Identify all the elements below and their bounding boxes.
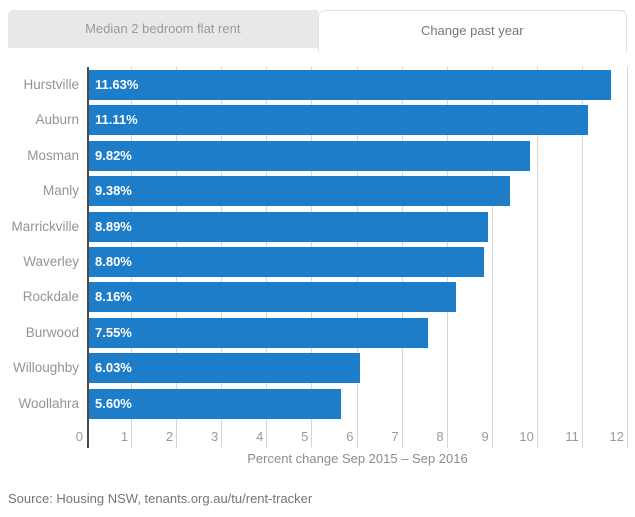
bar-value-label: 8.89%	[95, 218, 132, 234]
tab-bar: Median 2 bedroom flat rent Change past y…	[8, 10, 627, 55]
bar-row: 11.11%	[89, 105, 628, 140]
bar-row: 6.03%	[89, 353, 628, 388]
x-axis: 0 1 2 3 4 5 6 7 8 9 10 11 12	[76, 429, 628, 447]
bar: 8.80%	[89, 246, 485, 277]
bar-value-label: 8.80%	[95, 253, 132, 269]
x-tick-label: 2	[165, 429, 174, 444]
gridline	[491, 67, 493, 448]
bar: 7.55%	[89, 317, 429, 348]
category-label: Mosman	[27, 147, 79, 163]
category-label: Woollahra	[18, 395, 79, 411]
x-tick-label: 7	[391, 429, 399, 444]
gridline	[536, 67, 538, 448]
bar-value-label: 8.16%	[95, 289, 132, 305]
category-labels: Hurstville Auburn Mosman Manly Marrickville W…	[0, 70, 80, 424]
bar: 8.16%	[89, 282, 456, 313]
x-tick-label: 4	[256, 429, 264, 444]
tab-change-past-year[interactable]: Change past year	[317, 10, 627, 54]
bar-rows: 11.63% 11.11% 9.82% 9.38% 8.89% 8.80% 8.16% 7.5…	[89, 70, 628, 424]
bar-row: 8.89%	[89, 211, 628, 247]
bar-value-label: 11.11%	[95, 112, 138, 128]
bar-value-label: 9.82%	[95, 147, 132, 163]
bar-value-label: 6.03%	[95, 360, 132, 376]
x-tick-label: 6	[346, 429, 354, 444]
bar-row: 9.38%	[89, 176, 628, 211]
bar-row: 7.55%	[89, 317, 628, 353]
x-tick-label: 3	[211, 429, 219, 444]
x-tick-label: 12	[609, 429, 624, 444]
bar-row: 8.16%	[89, 282, 628, 317]
category-label: Waverley	[23, 253, 79, 269]
category-label: Willoughby	[12, 360, 79, 376]
category-label: Hurstville	[23, 77, 79, 92]
bar: 5.60%	[89, 388, 341, 419]
x-tick-label: 1	[120, 429, 129, 444]
x-tick-label: 8	[436, 429, 444, 444]
bar-value-label: 5.60%	[95, 395, 132, 411]
bar: 8.89%	[89, 211, 489, 242]
x-tick-label: 9	[481, 429, 489, 444]
plot-area: 11.63% 11.11% 9.82% 9.38% 8.89% 8.80% 8.16% 7.5…	[87, 67, 628, 448]
bar-value-label: 11.63%	[95, 77, 139, 92]
bar-row: 9.82%	[89, 140, 628, 176]
source-note: Source: Housing NSW, tenants.org.au/tu/r…	[8, 491, 313, 506]
category-label: Auburn	[35, 112, 79, 128]
x-tick-label: 0	[75, 429, 83, 444]
gridline	[581, 67, 583, 448]
bar: 9.38%	[89, 176, 511, 207]
bar: 11.63%	[89, 70, 612, 100]
bar-row: 11.63%	[89, 70, 628, 105]
bar-value-label: 9.38%	[95, 183, 132, 199]
tab-median-rent[interactable]: Median 2 bedroom flat rent	[8, 10, 318, 48]
bar: 9.82%	[89, 140, 531, 171]
category-label: Burwood	[25, 324, 79, 340]
bar-value-label: 7.55%	[95, 324, 132, 340]
category-label: Manly	[42, 183, 79, 199]
category-label: Rockdale	[22, 289, 79, 305]
bar-row: 8.80%	[89, 246, 628, 282]
x-axis-title: Percent change Sep 2015 – Sep 2016	[247, 451, 468, 466]
x-tick-label: 11	[565, 429, 579, 444]
bar: 6.03%	[89, 353, 360, 384]
bar: 11.11%	[89, 105, 589, 136]
x-axis-zero-line	[87, 67, 89, 448]
gridline	[627, 67, 628, 448]
x-tick-label: 5	[301, 429, 309, 444]
category-label: Marrickville	[11, 218, 80, 234]
x-tick-label: 10	[519, 429, 534, 444]
bar-row: 5.60%	[89, 388, 628, 424]
